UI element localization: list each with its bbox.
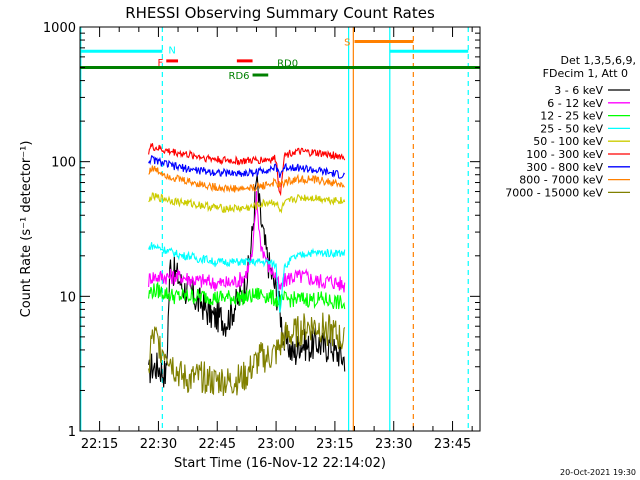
chart-title: RHESSI Observing Summary Count Rates (125, 4, 435, 22)
legend-header-line-1: Det 1,3,5,6,9, (560, 54, 636, 67)
legend-label-8: 7000 - 15000 keV (505, 186, 603, 199)
annotation-bars: NF RD6 RD0 S (80, 38, 480, 82)
y-tick-label-3: 1000 (43, 21, 76, 36)
legend-label-6: 300 - 800 keV (526, 161, 603, 174)
legend-label-5: 100 - 300 keV (526, 148, 603, 161)
plot-frame (79, 26, 481, 432)
x-tick-label-6: 23:45 (434, 437, 471, 452)
series-line-6 (148, 155, 346, 179)
x-tick-label-0: 22:15 (81, 437, 118, 452)
x-axis-label: Start Time (16-Nov-12 22:14:02) (174, 456, 386, 471)
legend-label-4: 50 - 100 keV (533, 135, 603, 148)
x-tick-label-1: 22:30 (140, 437, 177, 452)
x-tick-label-2: 22:45 (199, 437, 236, 452)
legend-header-line-2: FDecim 1, Att 0 (543, 67, 628, 80)
series-line-4 (148, 192, 346, 214)
y-tick-label-2: 100 (51, 156, 76, 171)
annotation-label-5: S (344, 38, 350, 49)
y-axis-ticks: 1 10 100 1000 (43, 21, 480, 440)
legend-label-2: 12 - 25 keV (540, 110, 603, 123)
y-tick-label-0: 1 (68, 425, 76, 440)
vertical-markers (80, 27, 469, 431)
series-line-1 (148, 190, 346, 293)
series-line-5 (148, 142, 346, 197)
series-lines (148, 142, 346, 397)
x-tick-label-5: 23:30 (375, 437, 412, 452)
legend-label-7: 800 - 7000 keV (519, 174, 603, 187)
annotation-label-1: F (158, 58, 164, 69)
x-tick-label-3: 23:00 (257, 437, 294, 452)
y-tick-label-1: 10 (59, 290, 76, 305)
footer-timestamp: 20-Oct-2021 19:30 (560, 468, 636, 477)
y-axis-label: Count Rate (s⁻¹ detector⁻¹) (19, 141, 34, 318)
series-line-7 (148, 165, 345, 194)
x-axis-ticks: 22:15 22:30 22:45 23:00 23:15 23:30 23:45 (81, 27, 473, 452)
legend-label-0: 3 - 6 keV (554, 84, 603, 97)
annotation-label-0: N (168, 45, 175, 56)
series-line-3 (148, 242, 346, 313)
x-tick-label-4: 23:15 (316, 437, 353, 452)
series-line-2 (148, 281, 346, 310)
legend-label-1: 6 - 12 keV (547, 97, 603, 110)
series-line-8 (148, 312, 346, 397)
legend: Det 1,3,5,6,9, FDecim 1, Att 0 3 - 6 keV… (505, 54, 636, 199)
annotation-label-4: RD0 (277, 59, 298, 70)
legend-label-3: 25 - 50 keV (540, 122, 603, 135)
annotation-label-3: RD6 (229, 71, 250, 82)
